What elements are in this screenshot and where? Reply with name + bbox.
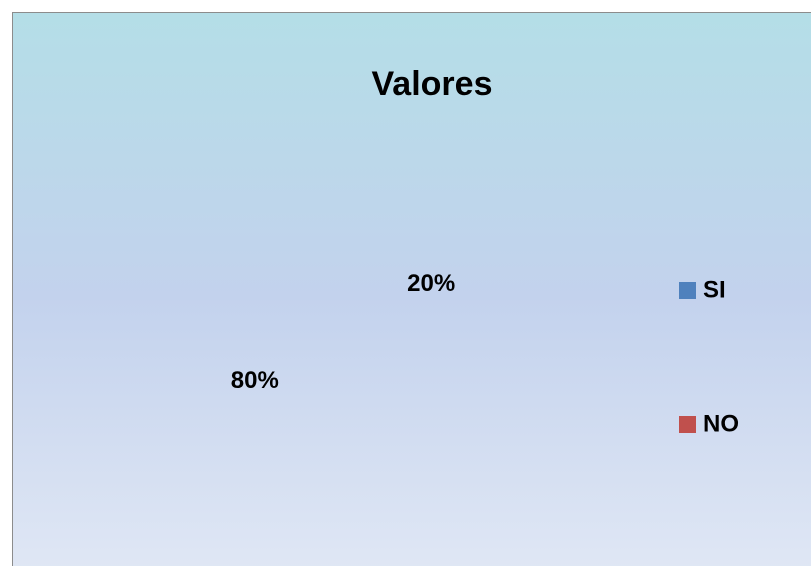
data-label: 20%	[407, 270, 455, 297]
chart-area	[12, 12, 811, 566]
data-label: 80%	[231, 367, 279, 394]
legend-swatch	[679, 282, 696, 299]
chart-title: Valores	[372, 65, 493, 103]
legend-label: SI	[703, 276, 726, 303]
legend-swatch	[679, 416, 696, 433]
legend-label: NO	[703, 410, 739, 437]
